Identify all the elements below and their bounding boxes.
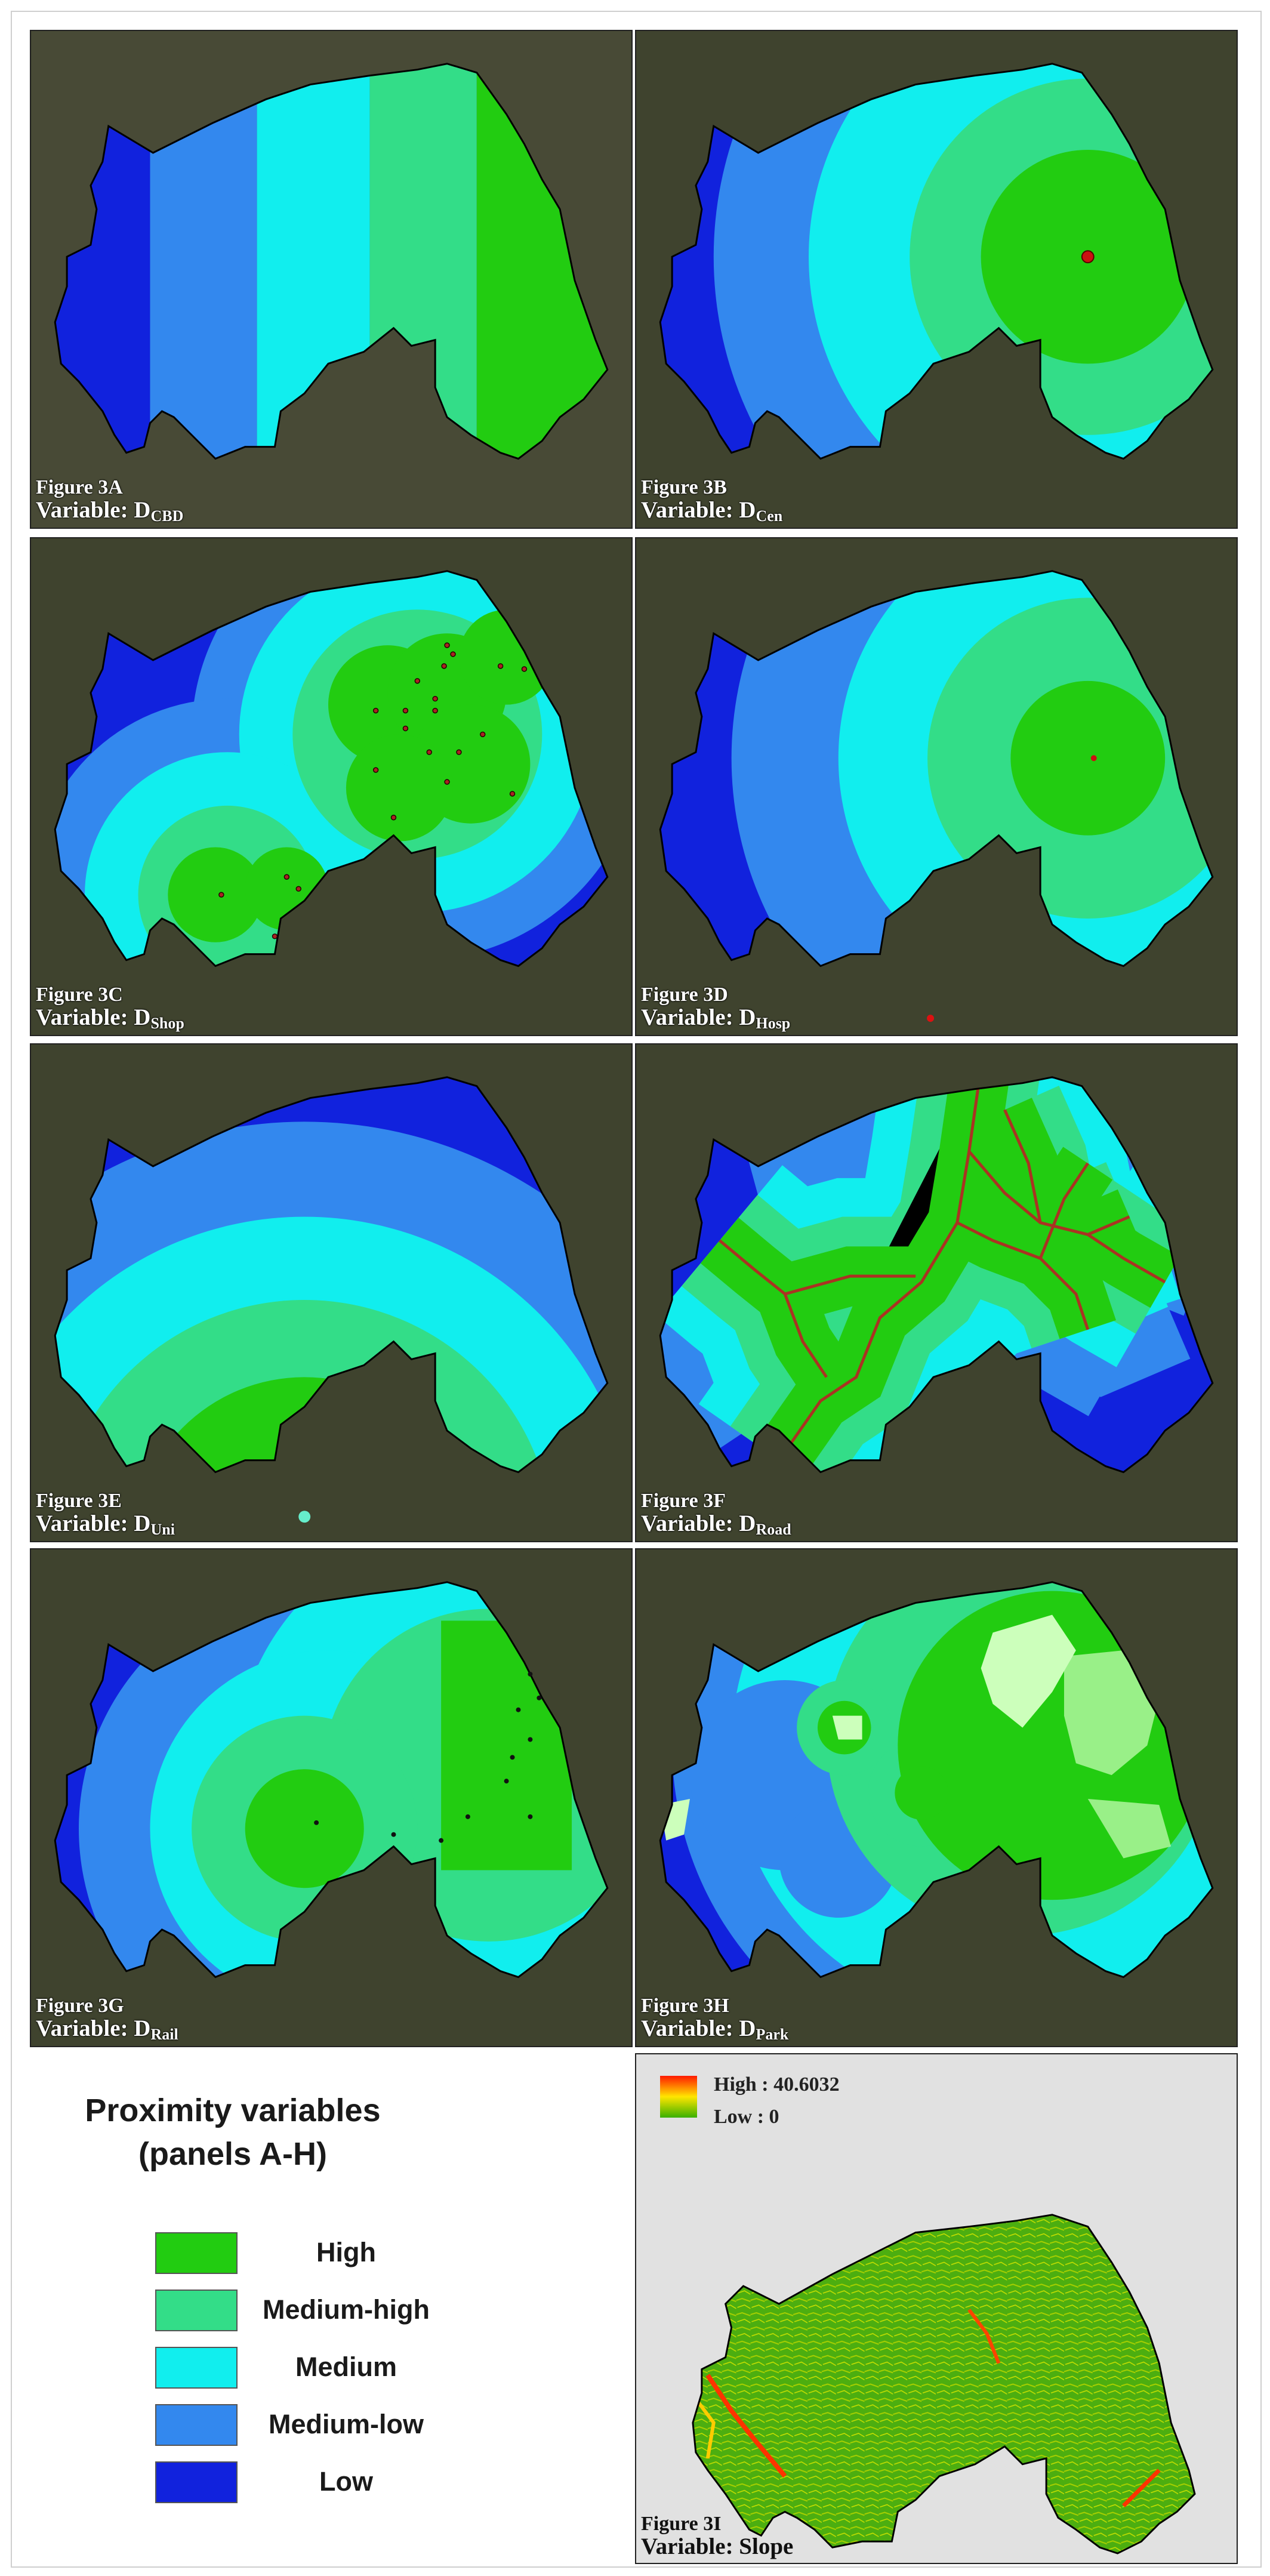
caption-3f: Figure 3F Variable: DRoad — [641, 1490, 791, 1538]
map-panel-3f: Figure 3F Variable: DRoad — [635, 1043, 1238, 1542]
slope-color-ramp — [660, 2076, 697, 2118]
map-3c-graphic — [31, 538, 631, 1035]
map-panel-3i: High : 40.6032 Low : 0 Figure 3I Variable… — [635, 2053, 1238, 2564]
caption-3a: Figure 3A Variable: DCBD — [36, 476, 184, 525]
map-panel-3d: Figure 3D Variable: DHosp — [635, 537, 1238, 1036]
legend-swatch-low — [155, 2461, 238, 2503]
legend-item-medium-low: Medium-low — [155, 2404, 513, 2446]
map-3g-graphic — [31, 1549, 631, 2046]
shop-markers — [218, 642, 528, 939]
legend-swatch-medium — [155, 2347, 238, 2389]
slope-high-label: High : 40.6032 — [714, 2073, 840, 2096]
legend-label-medium-low: Medium-low — [269, 2409, 424, 2439]
legend-label-medium: Medium — [295, 2352, 397, 2382]
hospital-marker — [1090, 755, 1097, 762]
map-panel-3g: Figure 3G Variable: DRail — [30, 1548, 633, 2047]
caption-3e: Figure 3E Variable: DUni — [36, 1490, 175, 1538]
map-3f-graphic — [636, 1044, 1237, 1541]
caption-3i: Figure 3I Variable: Slope — [641, 2513, 794, 2560]
slope-low-label: Low : 0 — [714, 2106, 779, 2128]
legend-item-high: High — [155, 2232, 513, 2274]
map-3h-graphic — [636, 1549, 1237, 2046]
legend-swatch-medium-low — [155, 2404, 238, 2446]
legend-item-medium: Medium — [155, 2347, 513, 2389]
map-3a-graphic — [31, 31, 631, 528]
hospital-marker-outside — [927, 1015, 935, 1022]
map-3d-graphic — [636, 538, 1237, 1035]
legend-swatch-medium-high — [155, 2290, 238, 2331]
university-marker — [298, 1511, 311, 1523]
map-panel-3c: Figure 3C Variable: DShop — [30, 537, 633, 1036]
legend-title: Proximity variables (panels A-H) — [30, 2089, 436, 2176]
map-panel-3b: Figure 3B Variable: DCen — [635, 30, 1238, 529]
proximity-legend: Proximity variables (panels A-H) High Me… — [30, 2053, 633, 2564]
map-3b-graphic — [636, 31, 1237, 528]
caption-3g: Figure 3G Variable: DRail — [36, 1995, 178, 2043]
caption-3c: Figure 3C Variable: DShop — [36, 984, 184, 1032]
legend-label-high: High — [316, 2237, 376, 2267]
legend-swatch-high — [155, 2232, 238, 2274]
legend-label-low: Low — [319, 2466, 373, 2497]
caption-3b: Figure 3B Variable: DCen — [641, 476, 783, 525]
legend-label-medium-high: Medium-high — [263, 2294, 430, 2325]
caption-3h: Figure 3H Variable: DPark — [641, 1995, 789, 2043]
map-panel-3e: Figure 3E Variable: DUni — [30, 1043, 633, 1542]
rail-station-markers — [314, 1672, 542, 1843]
legend-item-low: Low — [155, 2461, 513, 2503]
caption-3d: Figure 3D Variable: DHosp — [641, 984, 791, 1032]
centre-marker — [1081, 250, 1095, 264]
map-3e-graphic — [31, 1044, 631, 1541]
legend-title-line2: (panels A-H) — [138, 2136, 327, 2172]
map-panel-3a: Figure 3A Variable: DCBD — [30, 30, 633, 529]
legend-item-medium-high: Medium-high — [155, 2290, 513, 2331]
slope-map-graphic — [692, 2214, 1196, 2555]
map-panel-3h: Figure 3H Variable: DPark — [635, 1548, 1238, 2047]
legend-title-line1: Proximity variables — [85, 2093, 381, 2128]
